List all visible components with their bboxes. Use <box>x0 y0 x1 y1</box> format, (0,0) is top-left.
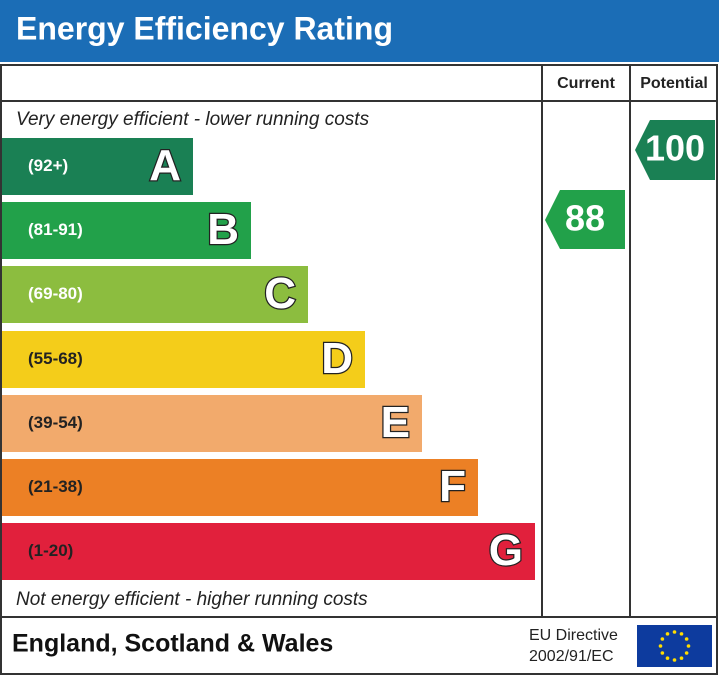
band-bar <box>2 523 535 580</box>
region: England, Scotland & Wales <box>12 630 333 658</box>
header-bar <box>0 0 719 62</box>
flag-star <box>679 632 684 636</box>
flag-star <box>672 658 677 662</box>
band-range: (39-54) <box>28 413 83 432</box>
current-arrow <box>545 190 625 249</box>
potential-arrow <box>635 120 715 180</box>
flag-star <box>665 656 670 660</box>
potential-rating: 100 <box>645 128 705 169</box>
band-letter: A <box>149 141 181 190</box>
band-letter: E <box>381 398 410 447</box>
band-range: (69-80) <box>28 284 83 303</box>
flag-star <box>658 644 663 648</box>
flag-star <box>684 651 689 655</box>
flag-star <box>660 651 665 655</box>
band-bar <box>2 395 422 452</box>
directive: 2002/91/EC <box>529 648 614 665</box>
bottom-note: Not energy efficient - higher running co… <box>16 589 368 610</box>
column-header: Current <box>557 75 615 92</box>
band-letter: B <box>207 205 239 254</box>
band-range: (92+) <box>28 156 68 175</box>
band-bar <box>2 459 478 516</box>
flag-star <box>672 630 677 634</box>
band-range: (55-68) <box>28 349 83 368</box>
band-letter: F <box>439 462 466 511</box>
band-range: (21-38) <box>28 477 83 496</box>
band-bar <box>2 202 251 259</box>
band-letter: C <box>264 269 296 318</box>
directive: EU Directive <box>529 627 618 644</box>
flag-star <box>686 644 691 648</box>
top-note: Very energy efficient - lower running co… <box>16 109 370 130</box>
flag-star <box>665 632 670 636</box>
flag-star <box>684 637 689 641</box>
band-range: (1-20) <box>28 541 73 560</box>
band-range: (81-91) <box>28 220 83 239</box>
band-letter: D <box>321 334 353 383</box>
flag-star <box>660 637 665 641</box>
title: Energy Efficiency Rating <box>16 10 393 46</box>
band-bar <box>2 266 308 323</box>
band-bar <box>2 138 193 195</box>
column-header: Potential <box>640 75 708 92</box>
flag-star <box>679 656 684 660</box>
current-rating: 88 <box>565 198 605 239</box>
band-letter: G <box>489 526 523 575</box>
band-bar <box>2 331 365 388</box>
